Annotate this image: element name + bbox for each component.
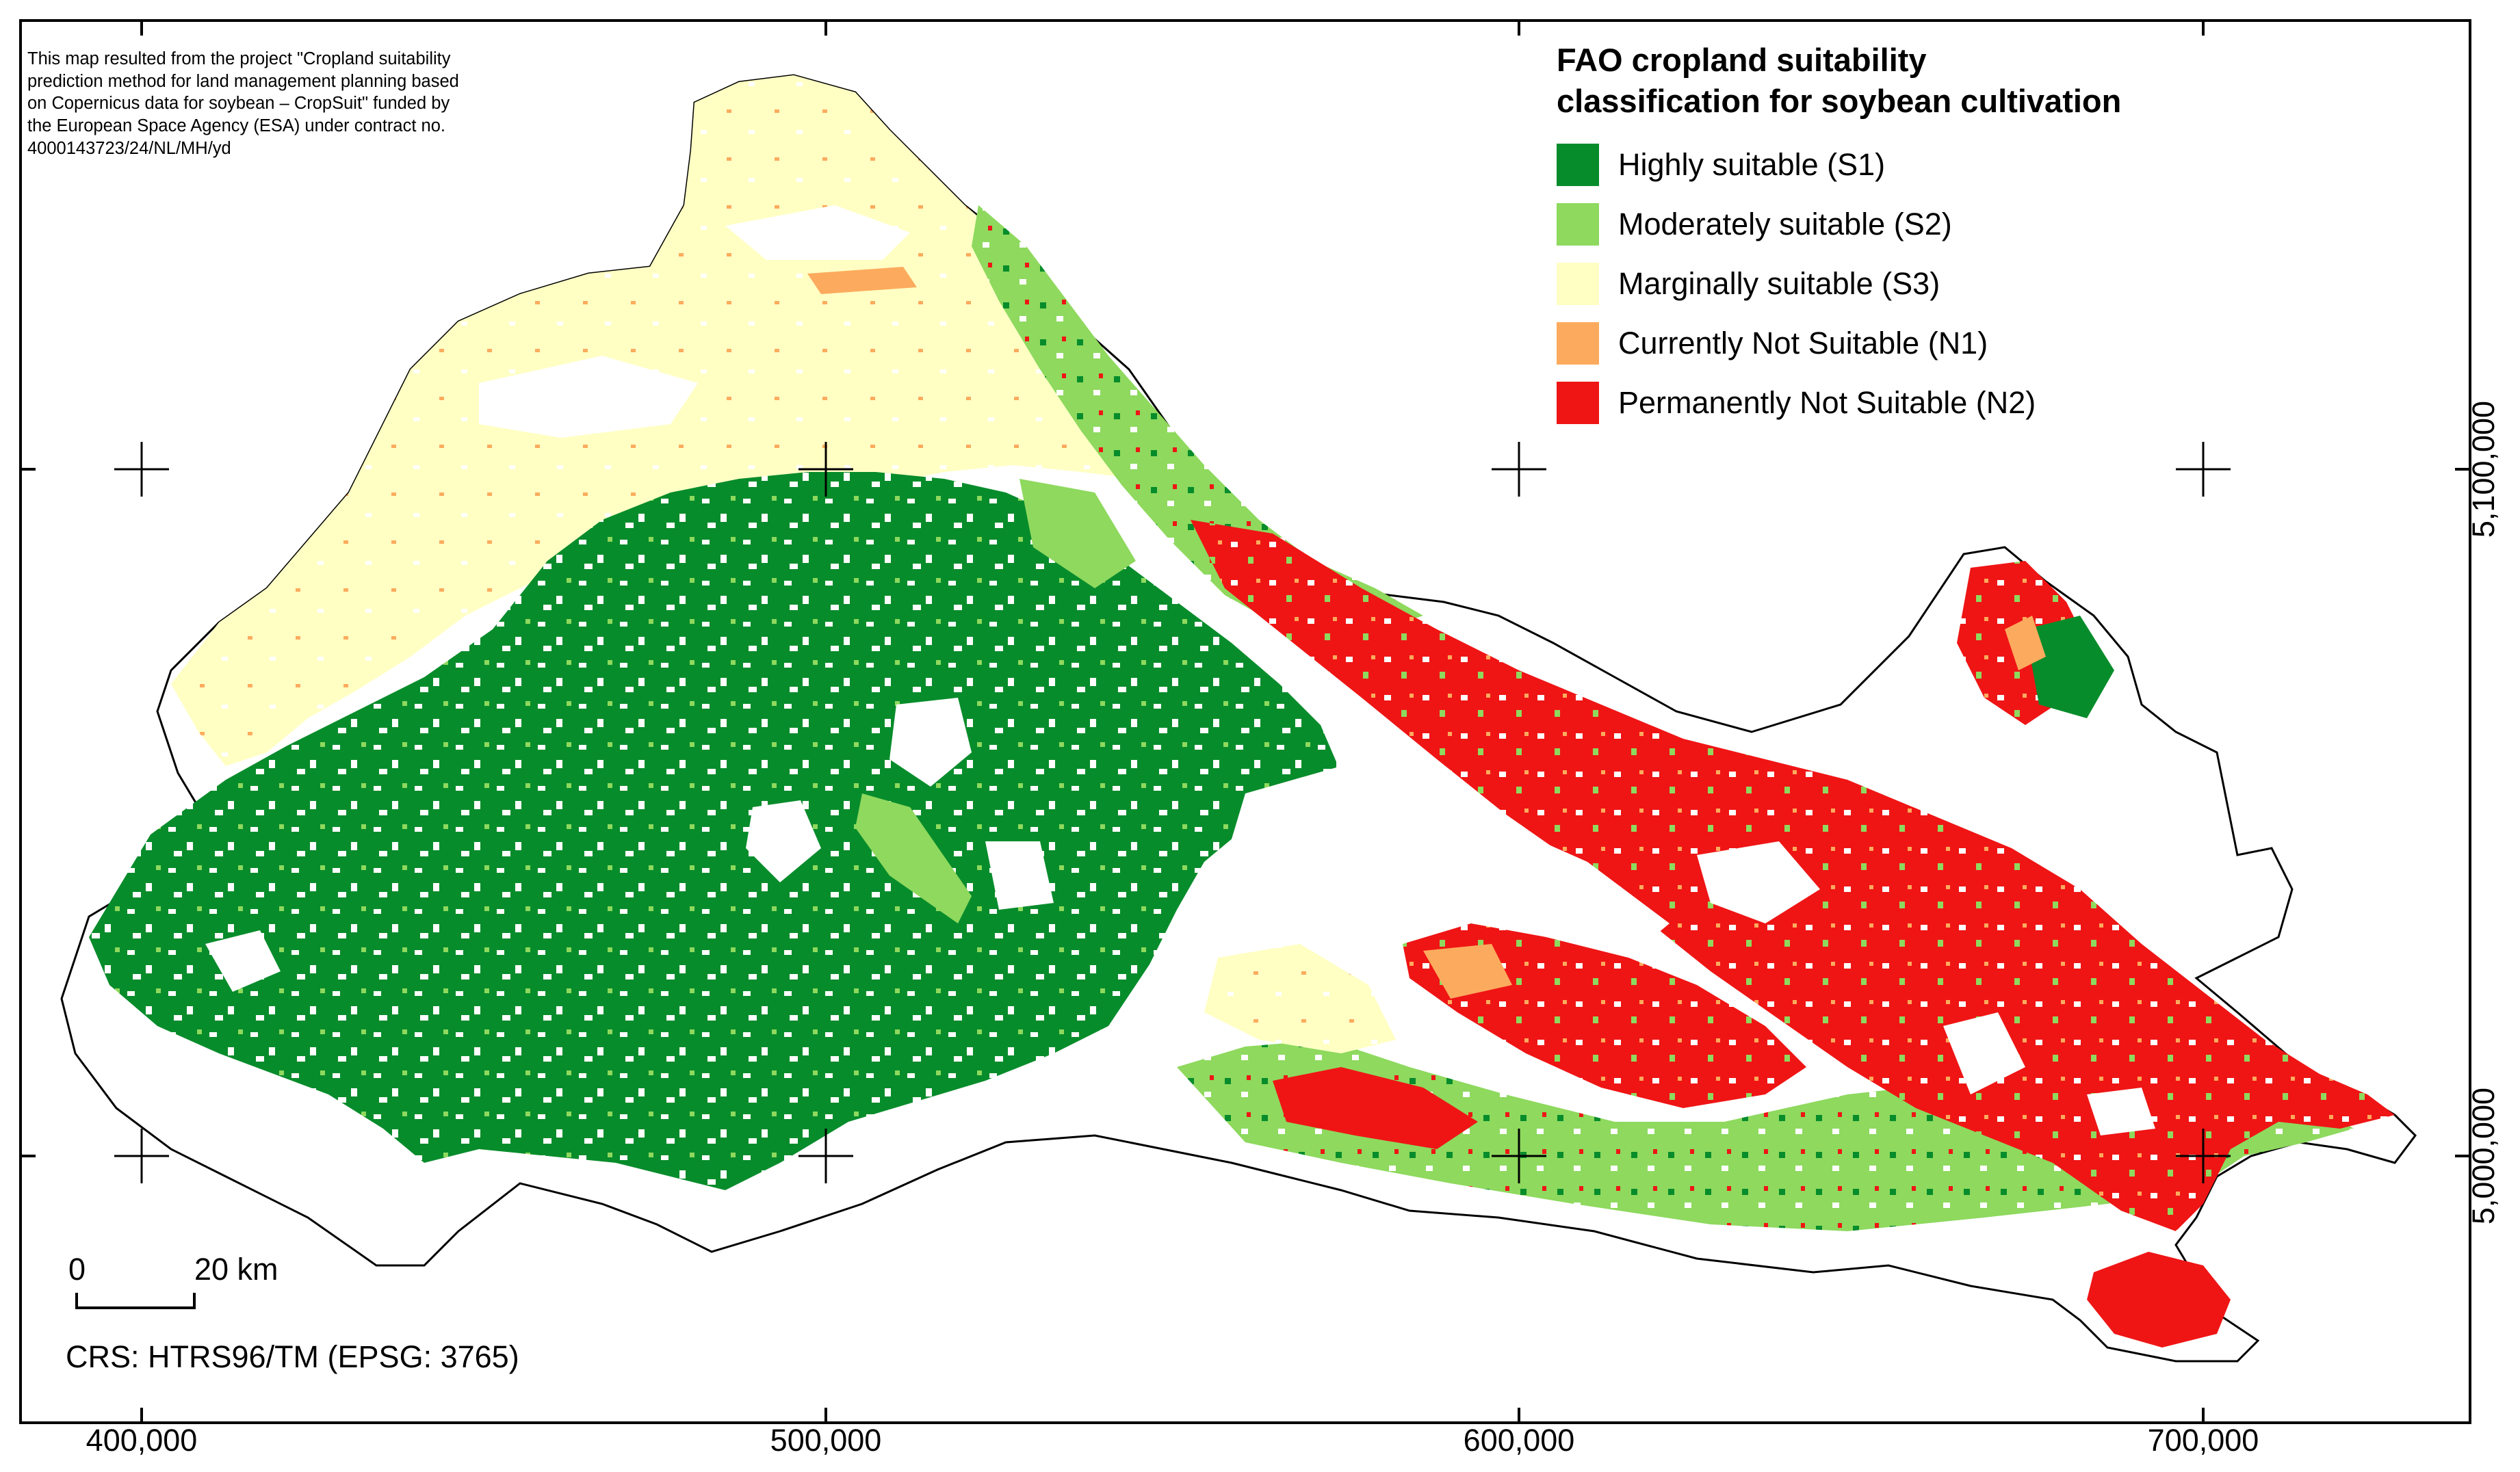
area-n1-south-1 xyxy=(1423,944,1512,999)
project-note-line: This map resulted from the project "Crop… xyxy=(27,49,451,68)
legend-label-s2: Moderately suitable (S2) xyxy=(1618,207,1952,242)
legend-title-line: classification for soybean cultivation xyxy=(1557,83,2122,120)
area-s2-central-streak xyxy=(855,793,972,923)
area-white-east-5 xyxy=(2087,1088,2155,1135)
legend-item-s3: Marginally suitable (S3) xyxy=(1557,261,2446,306)
graticule-crosses xyxy=(114,442,2231,1183)
project-note-line: on Copernicus data for soybean – CropSui… xyxy=(27,94,450,114)
scale-bar xyxy=(75,1293,196,1309)
map-frame xyxy=(19,19,2471,1424)
legend-item-s2: Moderately suitable (S2) xyxy=(1557,202,2446,247)
legend-title-line: FAO cropland suitability xyxy=(1557,42,1927,78)
x-tick-label: 600,000 xyxy=(1463,1423,1575,1458)
x-tick-label: 500,000 xyxy=(770,1423,882,1458)
area-white-central-3 xyxy=(985,841,1054,910)
area-s2-north-central xyxy=(1019,479,1136,588)
project-note-line: prediction method for land management pl… xyxy=(27,71,459,91)
area-n1-north-strip xyxy=(807,267,917,294)
area-n2-southwest-strip xyxy=(1273,1067,1478,1149)
area-white-northwest-1 xyxy=(479,356,698,438)
area-white-central-1 xyxy=(889,698,972,787)
y-tick-label: 5,000,000 xyxy=(2466,1087,2501,1225)
crs-label: CRS: HTRS96/TM (EPSG: 3765) xyxy=(66,1339,519,1374)
project-note-line: 4000143723/24/NL/MH/yd xyxy=(27,138,231,158)
legend-item-n2: Permanently Not Suitable (N2) xyxy=(1557,380,2446,425)
area-white-east-4 xyxy=(1943,1012,2025,1094)
legend: FAO cropland suitability classification … xyxy=(1557,40,2446,440)
legend-title: FAO cropland suitability classification … xyxy=(1557,40,2446,122)
legend-label-s3: Marginally suitable (S3) xyxy=(1618,266,1940,302)
area-white-east-2 xyxy=(1697,841,1820,923)
area-white-west-1 xyxy=(205,930,281,992)
area-white-east-1 xyxy=(1225,766,1670,958)
legend-swatch-n2 xyxy=(1557,382,1599,425)
legend-items: Highly suitable (S1) Moderately suitable… xyxy=(1557,142,2446,425)
project-note-line: the European Space Agency (ESA) under co… xyxy=(27,116,445,135)
area-s2-north-band xyxy=(972,205,1423,636)
frame-ticks xyxy=(21,21,2470,1423)
legend-swatch-s1 xyxy=(1557,144,1599,187)
legend-swatch-n1 xyxy=(1557,322,1599,365)
area-s1-west xyxy=(89,472,1341,1190)
legend-label-n2: Permanently Not Suitable (N2) xyxy=(1618,385,2036,421)
y-tick-label: 5,100,000 xyxy=(2466,400,2501,538)
area-white-east-3 xyxy=(1888,705,1971,773)
area-n1-northeast xyxy=(2005,616,2046,670)
area-s3-east-strip xyxy=(1204,944,1396,1053)
area-s1-northeast-pocket xyxy=(2025,616,2114,718)
area-n2-southeast-bulb xyxy=(2087,1252,2231,1348)
area-white-central-2 xyxy=(746,800,821,882)
x-tick-label: 400,000 xyxy=(86,1423,198,1458)
x-tick-label: 700,000 xyxy=(2147,1423,2259,1458)
scale-bar-start-label: 0 xyxy=(68,1252,86,1287)
scale-bar-end-label: 20 km xyxy=(194,1252,278,1287)
area-white-northwest-2 xyxy=(725,205,910,260)
legend-swatch-s3 xyxy=(1557,263,1599,306)
project-note: This map resulted from the project "Crop… xyxy=(27,48,643,159)
legend-item-n1: Currently Not Suitable (N1) xyxy=(1557,321,2446,366)
legend-item-s1: Highly suitable (S1) xyxy=(1557,142,2446,187)
legend-label-s1: Highly suitable (S1) xyxy=(1618,147,1886,183)
legend-swatch-s2 xyxy=(1557,203,1599,246)
legend-label-n1: Currently Not Suitable (N1) xyxy=(1618,326,1988,361)
